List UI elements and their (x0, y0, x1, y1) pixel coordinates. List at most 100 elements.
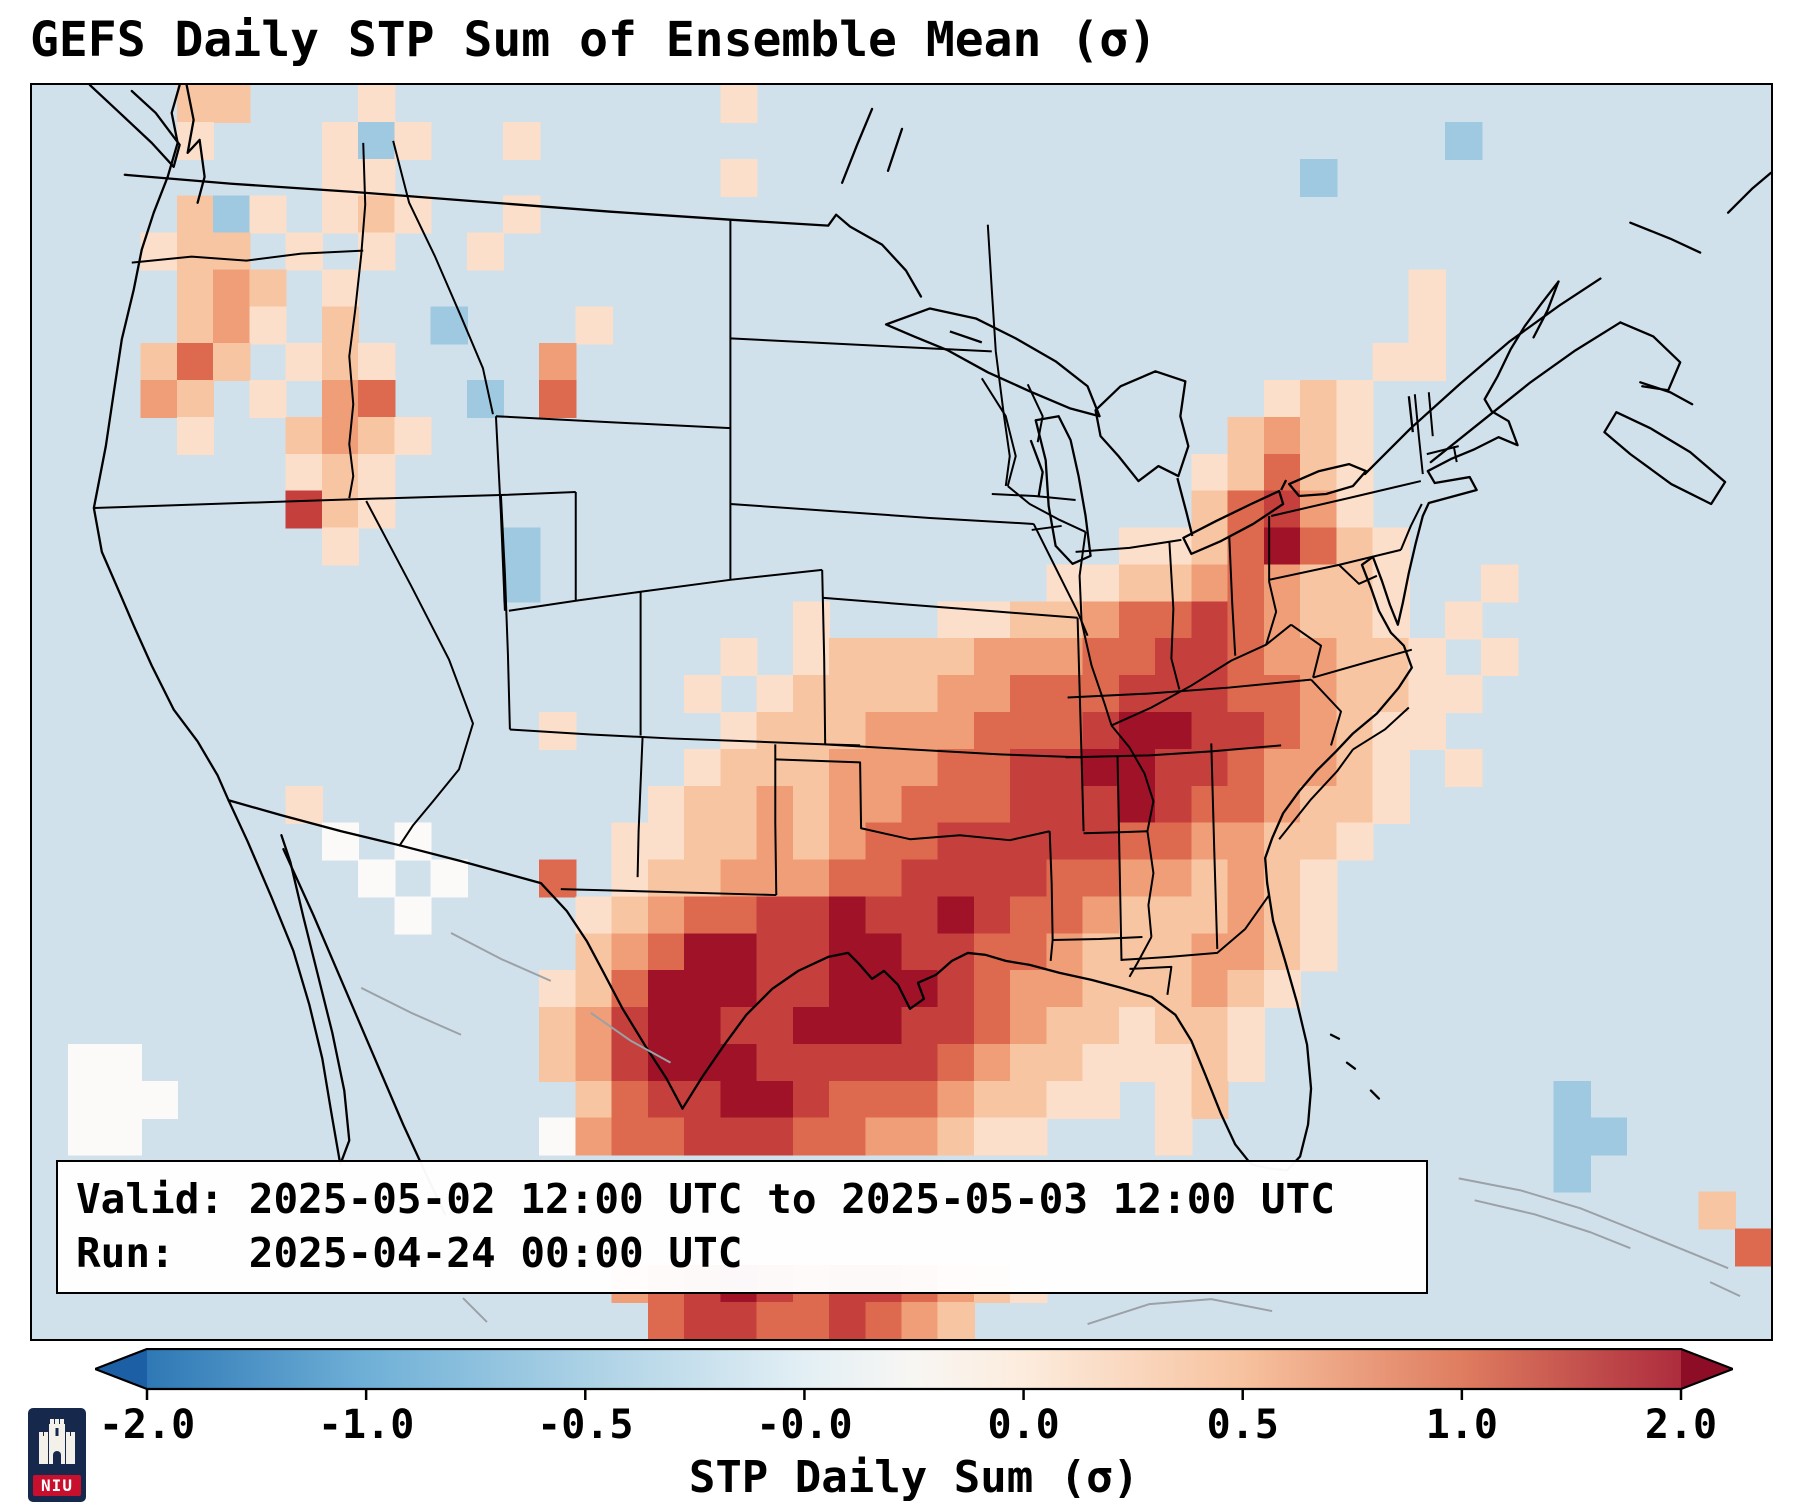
heatmap-cell (1372, 785, 1410, 824)
heatmap-cell (1191, 601, 1229, 640)
heatmap-cell (575, 1043, 613, 1082)
heatmap-cell (1300, 453, 1338, 492)
heatmap-cell (1010, 859, 1048, 898)
heatmap-cell (865, 896, 903, 935)
heatmap-cell (829, 1080, 867, 1119)
heatmap-cell (792, 1007, 831, 1046)
heatmap-cell (1046, 1080, 1084, 1119)
heatmap-cell (68, 1117, 106, 1156)
heatmap-cell (1010, 970, 1048, 1009)
heatmap-cell (502, 527, 541, 566)
heatmap-cell (1263, 416, 1302, 455)
colorbar-tick-label: -0.5 (537, 1402, 634, 1448)
heatmap-cell (865, 1043, 903, 1082)
heatmap-cell (1155, 712, 1193, 750)
heatmap-cell (575, 1117, 613, 1156)
heatmap-cell (1010, 601, 1048, 640)
heatmap-cell (1227, 859, 1265, 898)
heatmap-cell (1155, 933, 1193, 972)
heatmap-cell (1155, 896, 1193, 935)
heatmap-cell (1300, 490, 1338, 529)
heatmap-cell (176, 416, 215, 455)
colorbar (95, 1348, 1733, 1400)
heatmap-cell (1046, 1043, 1084, 1082)
heatmap-cell (321, 269, 360, 308)
heatmap-cell (684, 1007, 722, 1046)
heatmap-cell (720, 785, 758, 824)
heatmap-cell (1191, 785, 1229, 824)
heatmap-cell (1010, 1117, 1048, 1156)
heatmap-cell (684, 933, 722, 972)
heatmap-cell (1372, 343, 1410, 382)
great-lakes (884, 307, 1414, 566)
heatmap-cell (937, 1007, 976, 1046)
heatmap-cell (321, 490, 360, 529)
heatmap-cell (937, 859, 976, 898)
heatmap-cell (321, 343, 360, 382)
heatmap-cell (1444, 121, 1483, 160)
heatmap-cell (1227, 1007, 1265, 1046)
heatmap-cell (1553, 1117, 1591, 1156)
heatmap-cell (249, 269, 287, 308)
heatmap-cell (829, 712, 867, 750)
heatmap-cell (611, 1043, 649, 1082)
heatmap-cell (901, 638, 939, 677)
heatmap-cell (394, 896, 432, 935)
heatmap-cell (792, 896, 831, 935)
heatmap-cell (321, 416, 360, 455)
heatmap-cell (937, 712, 976, 750)
heatmap-cell (647, 1302, 686, 1339)
colorbar-tick-label: 0.5 (1206, 1402, 1279, 1448)
heatmap-cell (647, 896, 686, 935)
heatmap-cell (611, 896, 649, 935)
heatmap-cell (1118, 638, 1157, 677)
heatmap-cell (647, 1117, 686, 1156)
heatmap-cell (1155, 527, 1193, 566)
heatmap-cell (1444, 675, 1483, 714)
page-title: GEFS Daily STP Sum of Ensemble Mean (σ) (30, 12, 1158, 68)
heatmap-cell (1227, 785, 1265, 824)
heatmap-cell (358, 343, 396, 382)
heatmap-cell (937, 1302, 976, 1339)
heatmap-cell (68, 1043, 106, 1082)
heatmap-cell (1300, 416, 1338, 455)
heatmap-cell (1553, 1154, 1591, 1193)
heatmap-cell (792, 859, 831, 898)
heatmap-cell (1227, 822, 1265, 861)
heatmap-cell (1408, 269, 1447, 308)
heatmap-cell (1155, 1043, 1193, 1082)
info-valid-line: Valid: 2025-05-02 12:00 UTC to 2025-05-0… (76, 1175, 1335, 1223)
heatmap-cell (213, 195, 251, 234)
niu-logo-text: NIU (33, 1474, 81, 1496)
heatmap-cell (176, 306, 215, 345)
heatmap-cell (684, 1302, 722, 1339)
heatmap-cell (1046, 822, 1084, 861)
heatmap-cell (792, 748, 831, 787)
heatmap-cell (1263, 712, 1302, 750)
heatmap-cell (502, 564, 541, 603)
heatmap-cell (1082, 859, 1120, 898)
heatmap-cell (1408, 712, 1447, 750)
heatmap-cell (394, 121, 432, 160)
heatmap-cell (792, 970, 831, 1009)
heatmap-cell (358, 453, 396, 492)
heatmap-cell (1444, 748, 1483, 787)
heatmap-cell (502, 195, 541, 234)
heatmap-cell (430, 859, 468, 898)
heatmap-cell (1191, 896, 1229, 935)
heatmap-cell (647, 970, 686, 1009)
heatmap-cell (865, 933, 903, 972)
heatmap-cell (285, 416, 323, 455)
heatmap-cell (865, 675, 903, 714)
colorbar-gradient-bar (147, 1349, 1681, 1389)
heatmap-cell (1010, 675, 1048, 714)
heatmap-cell (1082, 601, 1120, 640)
heatmap-cell (829, 859, 867, 898)
heatmap-cell (1082, 1007, 1120, 1046)
heatmap-cell (1227, 490, 1265, 529)
heatmap-cell (430, 306, 468, 345)
heatmap-cell (865, 1302, 903, 1339)
heatmap-cell (1227, 1043, 1265, 1082)
heatmap-cell (1155, 785, 1193, 824)
